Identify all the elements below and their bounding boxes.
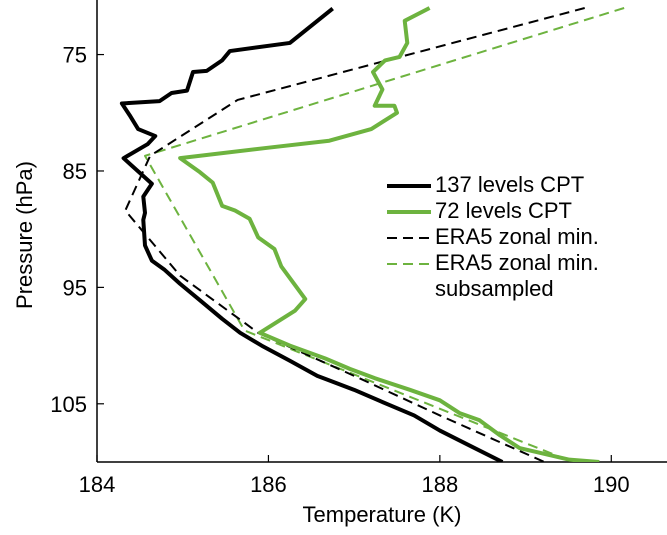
x-axis-label: Temperature (K)	[303, 502, 462, 527]
x-tick-label: 188	[421, 472, 458, 497]
y-tick-label: 105	[50, 392, 87, 417]
legend-swatch	[387, 210, 431, 214]
legend-swatch	[387, 263, 431, 265]
x-tick-label: 184	[79, 472, 116, 497]
series-line	[178, 6, 600, 462]
y-tick-label: 75	[63, 43, 87, 68]
legend-label: ERA5 zonal min.	[435, 224, 599, 249]
legend-item: ERA5 zonal min. subsampled	[385, 250, 635, 302]
y-tick-label: 95	[63, 275, 87, 300]
legend-label: 137 levels CPT	[435, 172, 585, 197]
legend-label: 72 levels CPT	[435, 198, 572, 223]
x-tick-label: 190	[593, 472, 630, 497]
y-axis-label: Pressure (hPa)	[12, 161, 37, 309]
x-tick-label: 186	[250, 472, 287, 497]
legend-item: 72 levels CPT	[385, 198, 635, 224]
legend-item: 137 levels CPT	[385, 172, 635, 198]
series-line	[144, 7, 625, 462]
series-line	[119, 7, 504, 462]
y-tick-label: 85	[63, 159, 87, 184]
legend-swatch	[387, 237, 431, 239]
legend-swatch	[387, 184, 431, 188]
legend: 137 levels CPT 72 levels CPT ERA5 zonal mi…	[385, 172, 635, 302]
series-line	[124, 7, 585, 462]
legend-item: ERA5 zonal min.	[385, 224, 635, 250]
legend-label: ERA5 zonal min. subsampled	[435, 250, 599, 301]
